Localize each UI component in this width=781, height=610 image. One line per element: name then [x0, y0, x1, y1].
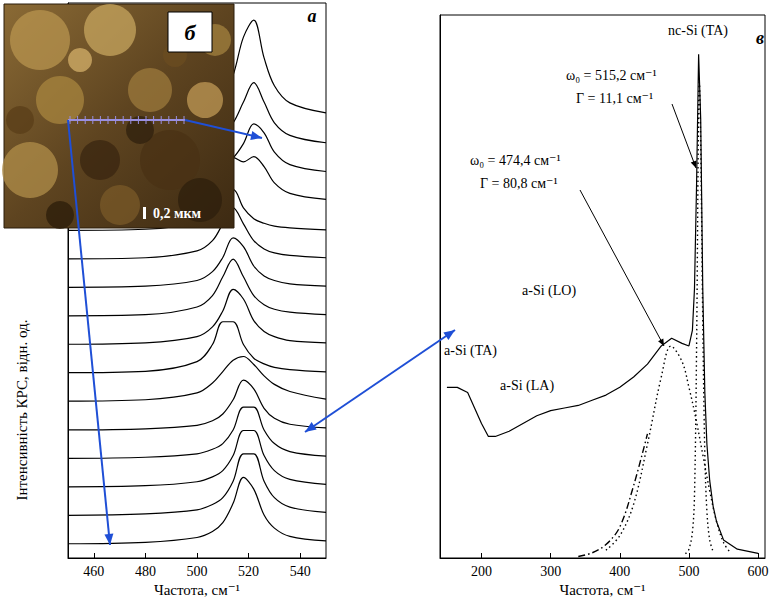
- svg-text:520: 520: [238, 564, 259, 579]
- svg-text:ω₀ = 515,2 см⁻¹: ω₀ = 515,2 см⁻¹: [566, 68, 657, 83]
- svg-text:500: 500: [678, 564, 699, 579]
- svg-text:Γ = 80,8 см⁻¹: Γ = 80,8 см⁻¹: [480, 176, 558, 191]
- svg-text:500: 500: [187, 564, 208, 579]
- svg-text:Інтенсивність КРС, відн. од.: Інтенсивність КРС, відн. од.: [14, 320, 30, 501]
- svg-text:400: 400: [609, 564, 630, 579]
- svg-text:a-Si (LO): a-Si (LO): [522, 283, 576, 299]
- svg-text:б: б: [185, 20, 197, 45]
- svg-text:200: 200: [471, 564, 492, 579]
- svg-text:а: а: [308, 6, 317, 26]
- svg-text:480: 480: [135, 564, 156, 579]
- svg-text:Γ = 11,1 см⁻¹: Γ = 11,1 см⁻¹: [576, 91, 653, 106]
- svg-text:a-Si (LA): a-Si (LA): [500, 378, 554, 394]
- svg-text:a-Si (TA): a-Si (TA): [444, 343, 497, 359]
- svg-text:0,2 мкм: 0,2 мкм: [153, 206, 202, 221]
- svg-text:nc-Si (TA): nc-Si (TA): [668, 23, 728, 39]
- svg-text:600: 600: [748, 564, 769, 579]
- svg-text:460: 460: [83, 564, 104, 579]
- svg-text:Частота, см⁻¹: Частота, см⁻¹: [154, 582, 240, 598]
- svg-text:в: в: [756, 28, 764, 48]
- svg-text:540: 540: [290, 564, 311, 579]
- svg-text:Частота, см⁻¹: Частота, см⁻¹: [559, 582, 645, 598]
- svg-text:ω₀ = 474,4 см⁻¹: ω₀ = 474,4 см⁻¹: [470, 153, 561, 168]
- svg-text:300: 300: [540, 564, 561, 579]
